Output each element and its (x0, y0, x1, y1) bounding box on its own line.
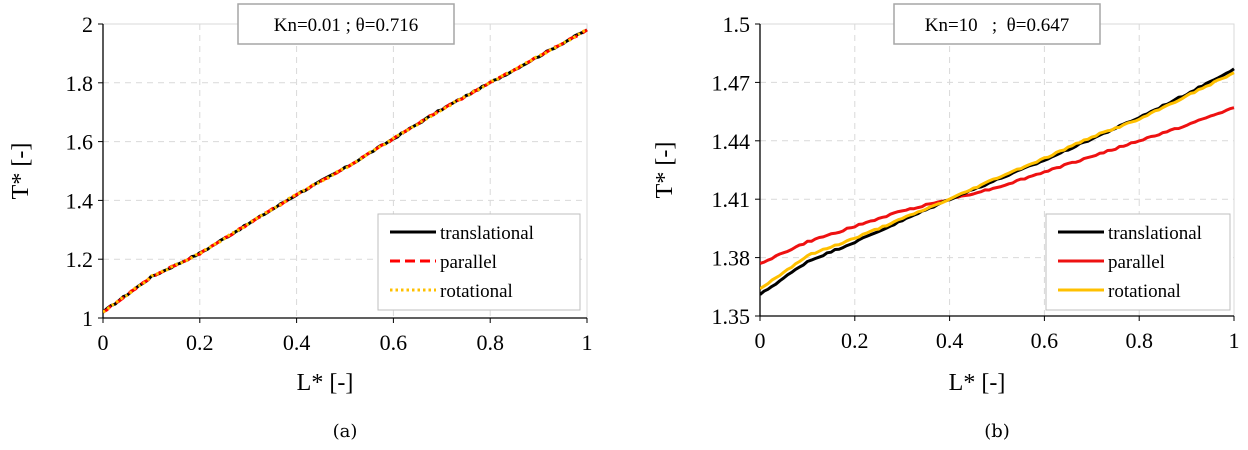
chart-a: 0 0.2 0.4 0.6 0.8 1 1 1.2 1.4 1.6 1.8 2 L* [-] T* [-]… (8, 3, 593, 442)
legend-label: parallel (1108, 252, 1165, 273)
y-tick-label: 1.44 (712, 129, 751, 154)
y-tick-label: 1.47 (712, 70, 751, 95)
figure-caption: (a) (333, 421, 358, 442)
y-axis-label: T* [-] (8, 143, 34, 200)
y-tick-label: 1.2 (66, 247, 94, 272)
x-tick-label: 0.6 (380, 330, 408, 355)
x-tick-label: 0.4 (936, 328, 964, 353)
y-axis-label: T* [-] (652, 142, 678, 199)
annotation-text: Kn=0.01 ; θ=0.716 (274, 15, 419, 36)
annotation-box (237, 3, 455, 45)
series-line-rotational (103, 28, 588, 314)
x-tick-label: 0 (98, 330, 109, 355)
y-tick-label: 1.41 (712, 187, 751, 212)
x-tick-label: 0 (755, 328, 766, 353)
x-tick-label: 0.2 (841, 328, 869, 353)
x-tick-label: 0.6 (1031, 328, 1059, 353)
legend-label: rotational (1108, 281, 1181, 302)
legend-label: parallel (440, 252, 497, 273)
legend-box (377, 213, 581, 311)
x-tick-label: 0.2 (186, 330, 214, 355)
x-axis-label: L* [-] (949, 370, 1006, 396)
y-tick-label: 1.4 (66, 188, 94, 213)
annotation-box (893, 3, 1101, 45)
legend-label: translational (440, 223, 534, 244)
annotation-text: Kn=10 ; θ=0.647 (925, 15, 1070, 36)
x-tick-label: 0.4 (283, 330, 311, 355)
y-tick-label: 1.38 (712, 246, 751, 271)
y-tick-label: 1.5 (723, 12, 751, 37)
legend-label: rotational (440, 281, 513, 302)
x-tick-label: 1 (582, 330, 593, 355)
y-tick-label: 1.6 (66, 130, 94, 155)
chart-b: 0 0.2 0.4 0.6 0.8 1 1.35 1.38 1.41 1.44 1.47 1.5 L* … (652, 3, 1240, 442)
x-axis-label: L* [-] (297, 370, 354, 396)
x-tick-label: 0.8 (1125, 328, 1153, 353)
x-tick-label: 1 (1229, 328, 1240, 353)
y-tick-label: 1.35 (712, 304, 751, 329)
series-line-parallel (760, 106, 1235, 265)
series-line-rotational (760, 71, 1235, 290)
x-tick-label: 0.8 (476, 330, 504, 355)
legend-label: translational (1108, 223, 1202, 244)
y-tick-label: 1.8 (66, 71, 94, 96)
figure-caption: (b) (984, 421, 1010, 442)
y-tick-label: 1 (82, 306, 93, 331)
y-tick-label: 2 (82, 12, 93, 37)
